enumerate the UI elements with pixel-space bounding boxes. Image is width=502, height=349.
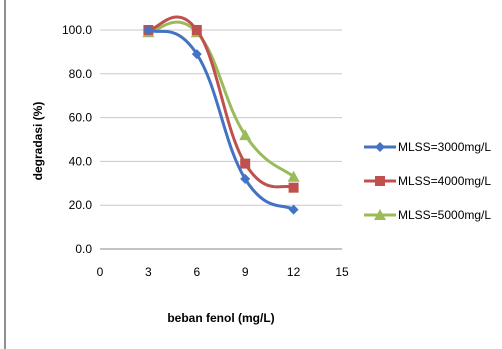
series-lines xyxy=(142,15,300,215)
data-point xyxy=(191,25,202,35)
y-tick-labels: 0.0 20.0 40.0 60.0 80.0 100.0 xyxy=(62,23,92,256)
y-tick-label: 0.0 xyxy=(75,242,92,256)
data-point xyxy=(287,170,300,182)
y-tick-label: 40.0 xyxy=(69,154,93,168)
legend-item: MLSS=4000mg/L xyxy=(364,174,491,188)
legend-label: MLSS=4000mg/L xyxy=(398,174,491,188)
series-1 xyxy=(143,25,299,215)
data-point xyxy=(143,25,154,35)
left-border-rule xyxy=(4,0,6,349)
x-axis-label: beban fenol (mg/L) xyxy=(167,311,274,325)
x-tick-labels: 0 3 6 9 12 15 xyxy=(97,265,349,279)
legend-item: MLSS=5000mg/L xyxy=(364,208,491,222)
x-tick-label: 12 xyxy=(287,265,301,279)
legend-marker xyxy=(374,209,386,220)
data-point xyxy=(239,129,252,141)
x-tick-label: 3 xyxy=(145,265,152,279)
y-tick-label: 80.0 xyxy=(69,67,93,81)
y-tick-label: 100.0 xyxy=(62,23,92,37)
x-tick-label: 9 xyxy=(242,265,249,279)
legend: MLSS=3000mg/L MLSS=4000mg/L MLSS=5000mg/L xyxy=(364,140,491,222)
series-line xyxy=(147,28,295,211)
data-point xyxy=(191,49,202,60)
legend-label: MLSS=5000mg/L xyxy=(398,208,491,222)
series-line xyxy=(148,20,295,178)
legend-label: MLSS=3000mg/L xyxy=(398,140,491,154)
legend-marker xyxy=(375,176,385,186)
data-point xyxy=(288,204,299,215)
x-tick-label: 0 xyxy=(97,265,104,279)
y-tick-label: 20.0 xyxy=(69,198,93,212)
legend-marker xyxy=(375,142,385,152)
y-tick-label: 60.0 xyxy=(69,111,93,125)
legend-item: MLSS=3000mg/L xyxy=(364,140,491,154)
x-tick-label: 6 xyxy=(193,265,200,279)
series-line xyxy=(148,15,295,190)
data-point xyxy=(240,158,251,169)
y-axis-label: degradasi (%) xyxy=(31,102,45,181)
x-tick-label: 15 xyxy=(335,265,349,279)
data-point xyxy=(288,182,299,193)
data-point xyxy=(240,173,251,184)
series-3 xyxy=(142,20,300,182)
gridlines xyxy=(100,29,342,206)
